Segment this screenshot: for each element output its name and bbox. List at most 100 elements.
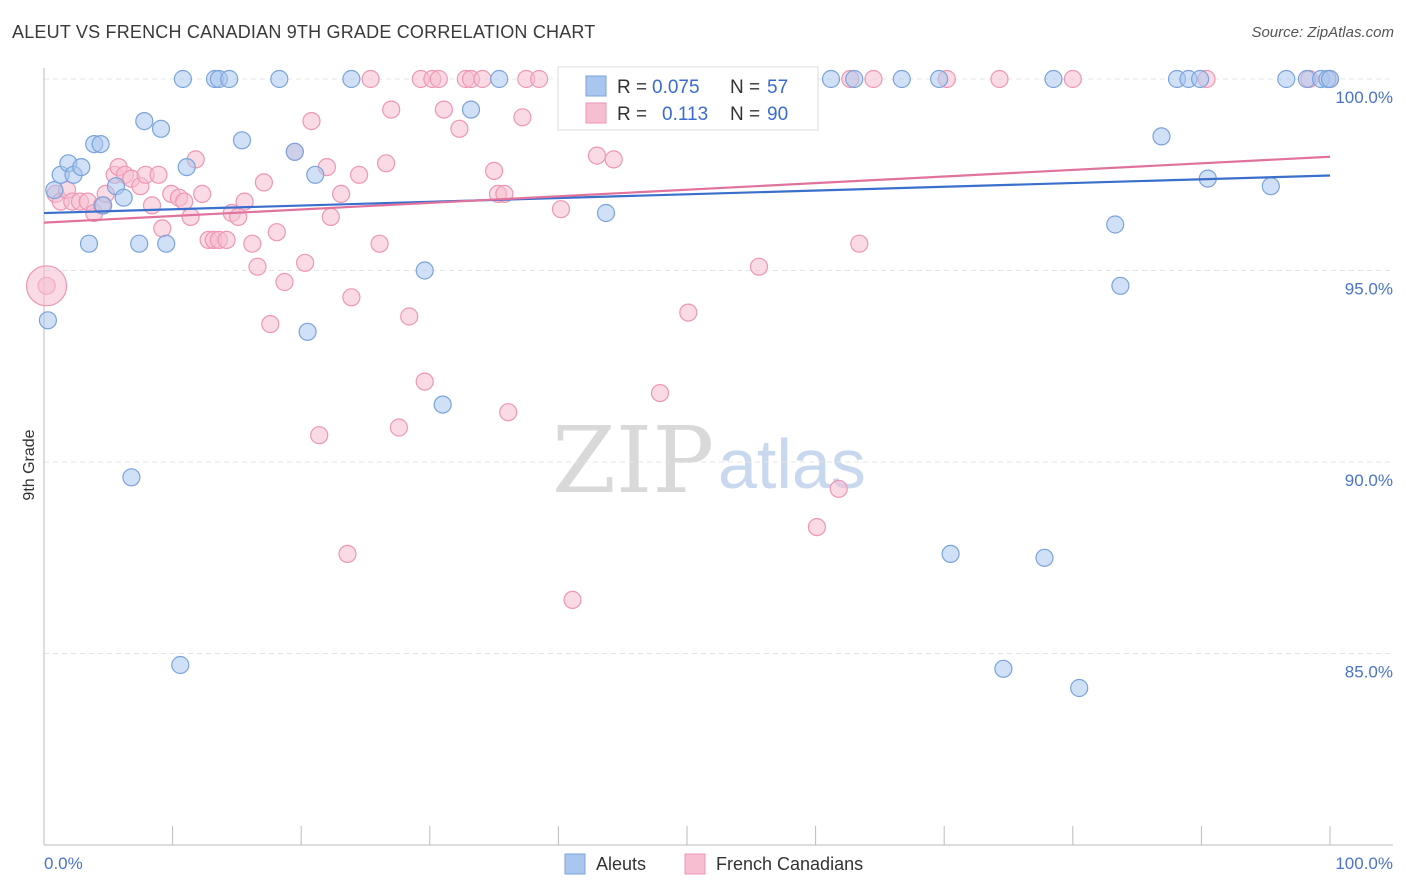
legend-r-value-french-canadians: 0.113 bbox=[662, 104, 708, 125]
french-canadian-point bbox=[142, 196, 162, 215]
french-canadian-point bbox=[499, 403, 518, 422]
series-legend-label-french-canadians: French Canadians bbox=[716, 854, 863, 874]
series-legend-swatch-french-canadians bbox=[684, 853, 706, 875]
french-canadian-point-large bbox=[25, 265, 68, 307]
french-canadian-point bbox=[829, 479, 848, 498]
x-tick-label-max: 100.0% bbox=[1335, 854, 1393, 873]
french-canadian-point bbox=[181, 207, 200, 226]
aleut-point bbox=[45, 181, 64, 200]
french-canadian-point bbox=[389, 418, 408, 437]
aleuts-points bbox=[38, 69, 1340, 698]
y-tick-label: 100.0% bbox=[1335, 88, 1393, 107]
french-canadian-point bbox=[321, 207, 340, 226]
french-canadian-point bbox=[175, 192, 194, 211]
french-canadian-point bbox=[679, 303, 698, 322]
french-canadian-point bbox=[243, 234, 262, 253]
french-canadian-point bbox=[370, 234, 389, 253]
watermark-zip: ZIP bbox=[552, 407, 714, 514]
french-canadian-point bbox=[382, 100, 401, 119]
french-canadian-point bbox=[296, 253, 315, 272]
french-canadian-point bbox=[217, 230, 236, 249]
aleut-point bbox=[173, 69, 192, 89]
legend-n-label-french-canadians: N = bbox=[730, 104, 760, 125]
stats-legend: R = 0.075 N = 57 R = 0.113 N = 90 bbox=[557, 66, 819, 131]
y-tick-labels: 100.0% 95.0% 90.0% 85.0% bbox=[1335, 88, 1393, 682]
aleut-point bbox=[342, 69, 361, 89]
french-canadian-point bbox=[400, 307, 419, 326]
french-canadian-point bbox=[864, 69, 883, 89]
french-canadian-point bbox=[361, 69, 380, 89]
y-tick-label: 90.0% bbox=[1345, 471, 1393, 490]
french-canadian-point bbox=[604, 150, 623, 169]
aleut-point bbox=[461, 100, 481, 119]
aleut-point bbox=[1261, 177, 1280, 196]
y-axis-title: 9th Grade bbox=[21, 429, 38, 500]
french-canadian-point bbox=[235, 192, 254, 211]
aleut-point bbox=[596, 203, 616, 223]
aleut-point bbox=[929, 69, 949, 89]
aleut-point bbox=[270, 69, 289, 89]
french-canadians-trend-line bbox=[43, 155, 1331, 224]
french-canadians-points bbox=[25, 69, 1340, 610]
aleut-point bbox=[306, 165, 325, 184]
french-canadian-point bbox=[275, 272, 294, 292]
aleut-point bbox=[94, 196, 113, 215]
aleut-point bbox=[38, 311, 58, 330]
aleut-point bbox=[1044, 69, 1063, 89]
french-canadian-point bbox=[473, 69, 492, 89]
aleut-point bbox=[298, 322, 317, 341]
french-canadian-point bbox=[450, 119, 469, 138]
french-canadian-point bbox=[529, 69, 549, 89]
french-canadian-point bbox=[149, 165, 168, 184]
gridlines bbox=[44, 78, 1393, 654]
aleut-point bbox=[72, 158, 91, 177]
aleuts-trend-line bbox=[43, 174, 1331, 215]
french-canadian-point bbox=[749, 257, 769, 276]
series-legend-label-aleuts: Aleuts bbox=[596, 854, 646, 874]
french-canadian-point bbox=[229, 207, 248, 226]
aleut-point bbox=[1320, 69, 1340, 89]
aleut-point bbox=[994, 659, 1013, 678]
french-canadian-point bbox=[261, 315, 280, 334]
french-canadian-point bbox=[563, 590, 582, 610]
aleut-point bbox=[845, 69, 864, 89]
legend-r-label-french-canadians: R = bbox=[617, 104, 647, 125]
french-canadian-point bbox=[434, 100, 453, 119]
legend-n-value-french-canadians: 90 bbox=[767, 104, 788, 125]
french-canadian-point bbox=[850, 234, 869, 253]
aleut-point bbox=[1035, 548, 1054, 567]
french-canadian-point bbox=[650, 384, 670, 403]
source-label: Source: ZipAtlas.com bbox=[1251, 24, 1394, 41]
y-tick-label: 95.0% bbox=[1345, 280, 1393, 299]
aleut-point bbox=[122, 468, 141, 487]
series-legend-swatch-aleuts bbox=[564, 853, 586, 875]
french-canadian-point bbox=[551, 200, 571, 219]
french-canadian-point bbox=[248, 257, 267, 276]
aleut-point bbox=[941, 544, 960, 564]
aleut-point bbox=[892, 69, 911, 89]
aleut-point bbox=[821, 69, 841, 89]
chart-title: ALEUT VS FRENCH CANADIAN 9TH GRADE CORRE… bbox=[12, 22, 596, 42]
french-canadian-point bbox=[377, 154, 396, 173]
french-canadian-point bbox=[153, 219, 172, 238]
french-canadian-point bbox=[1063, 69, 1082, 89]
french-canadian-point bbox=[429, 69, 448, 89]
legend-r-label-aleuts: R = bbox=[617, 77, 647, 98]
french-canadian-point bbox=[310, 426, 329, 445]
aleut-point bbox=[285, 142, 304, 161]
aleut-point bbox=[220, 69, 239, 89]
french-canadian-point bbox=[485, 161, 504, 180]
french-canadian-point bbox=[513, 108, 532, 127]
aleut-point bbox=[114, 188, 133, 207]
aleut-point bbox=[1106, 215, 1125, 234]
aleut-point bbox=[1190, 69, 1210, 89]
legend-swatch-aleuts bbox=[585, 75, 607, 97]
aleut-point bbox=[130, 234, 149, 253]
french-canadian-point bbox=[350, 165, 369, 184]
french-canadian-point bbox=[415, 372, 434, 391]
french-canadian-point bbox=[267, 223, 286, 242]
aleut-point bbox=[1152, 127, 1171, 146]
french-canadian-point bbox=[254, 173, 273, 192]
aleut-point bbox=[433, 395, 452, 414]
